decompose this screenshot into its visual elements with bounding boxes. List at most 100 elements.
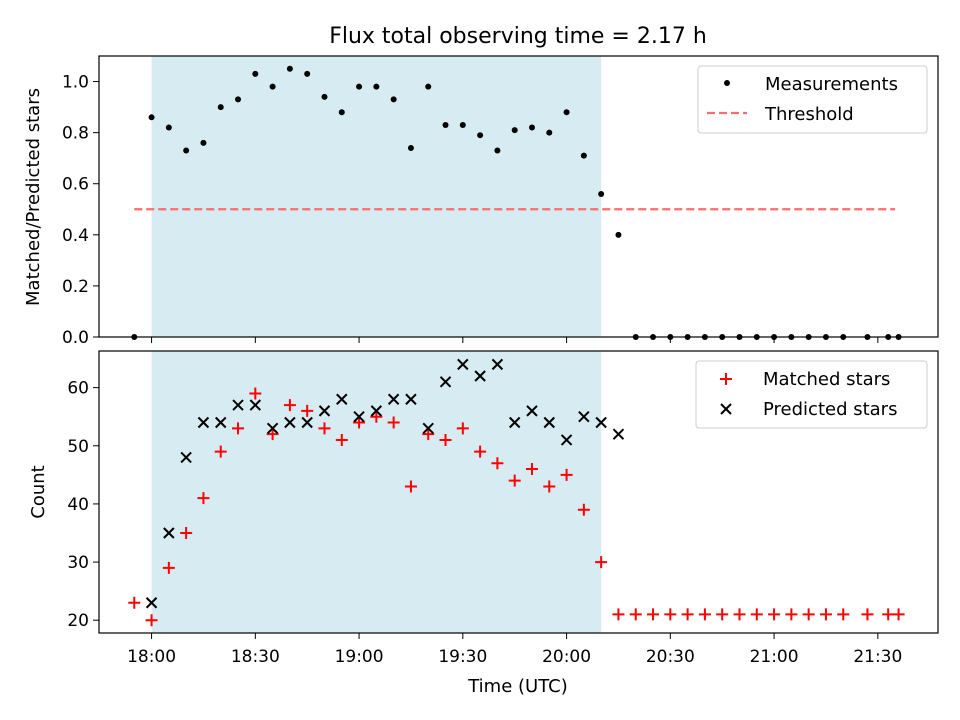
matched-stars-point: [681, 608, 694, 621]
matched-stars-point: [882, 608, 895, 621]
measurements-point: [390, 96, 397, 103]
measurements-point: [580, 152, 587, 159]
measurements-point: [563, 109, 570, 116]
measurements-point: [494, 147, 501, 154]
predicted-stars-point: [405, 393, 417, 405]
matched-stars-point: [249, 387, 262, 400]
matched-stars-point: [491, 457, 504, 470]
measurements-point: [425, 83, 432, 90]
x-tick-label: 21:30: [853, 647, 902, 667]
matched-stars-point: [837, 608, 850, 621]
bottom-panel-y-ticks: 20 30 40 50 60: [67, 379, 99, 631]
predicted-stars-point: [508, 416, 521, 429]
matched-stars-point: [861, 608, 874, 621]
matched-stars-point: [387, 416, 400, 429]
predicted-stars-point: [578, 410, 590, 423]
predicted-stars-point: [612, 428, 625, 440]
x-tick-label: 19:30: [438, 647, 487, 667]
bottom-legend: Matched stars Predicted stars: [695, 360, 928, 429]
predicted-stars-point: [197, 416, 210, 429]
y-tick-label: 50: [67, 437, 89, 457]
matched-stars-point: [456, 422, 469, 435]
measurements-point: [477, 132, 484, 139]
matched-stars-point: [785, 608, 798, 621]
matched-stars-point: [301, 404, 314, 417]
measurements-point: [304, 70, 311, 77]
matched-stars-point: [716, 608, 729, 621]
x-tick-label: 20:30: [646, 647, 695, 667]
predicted-stars-point: [457, 358, 469, 371]
predicted-stars-point: [439, 376, 452, 388]
matched-stars-point: [214, 445, 227, 458]
matched-stars-point: [612, 608, 625, 621]
predicted-stars-point: [595, 416, 607, 429]
top-panel-y-ticks: 0.0 0.2 0.4 0.6 0.8 1.0: [62, 73, 99, 348]
predicted-stars-point: [301, 416, 313, 429]
predicted-stars-point: [370, 405, 383, 417]
top-panel-ylabel: Matched/Predicted stars: [23, 88, 44, 306]
matched-stars-point: [128, 596, 141, 609]
matched-stars-point: [698, 608, 711, 621]
x-tick-label: 19:00: [335, 647, 384, 667]
y-tick-label: 0.4: [62, 226, 89, 246]
measurements-point: [407, 144, 414, 151]
matched-stars-point: [560, 468, 573, 481]
matched-stars-point: [543, 480, 556, 493]
measurements-point: [528, 124, 535, 131]
x-tick-label: 18:00: [127, 647, 176, 667]
measurements-point: [338, 109, 345, 116]
matched-stars-point: [318, 422, 331, 435]
bottom-panel-data: [128, 358, 905, 627]
matched-stars-point: [422, 428, 435, 441]
y-tick-label: 60: [67, 379, 89, 399]
measurements-point: [148, 114, 155, 121]
measurements-point: [165, 124, 172, 131]
matched-stars-point: [629, 608, 642, 621]
top-panel: 0.0 0.2 0.4 0.6 0.8 1.0 Matched/Predicted sta…: [23, 55, 939, 348]
predicted-stars-point: [387, 393, 400, 405]
x-tick-label: 18:30: [231, 647, 280, 667]
x-tick-label: 20:00: [542, 647, 591, 667]
matched-stars-point: [266, 428, 279, 441]
predicted-stars-point: [422, 422, 434, 435]
matched-stars-point: [197, 492, 210, 505]
predicted-stars-point: [249, 399, 262, 411]
matched-stars-point: [595, 556, 608, 569]
x-axis-label: Time (UTC): [467, 676, 568, 697]
matched-stars-point: [819, 608, 832, 621]
bottom-panel-ylabel: Count: [28, 465, 49, 518]
matched-stars-point: [768, 608, 781, 621]
predicted-stars-point: [163, 527, 175, 539]
y-tick-label: 0.6: [62, 175, 89, 195]
legend-matched-label: Matched stars: [763, 369, 890, 390]
y-tick-label: 0.2: [62, 277, 89, 297]
predicted-stars-point: [491, 358, 504, 371]
bottom-panel-x-ticks: 18:00 18:30 19:00 19:30 20:00 20:30 21:00 21:30: [127, 633, 902, 667]
matched-stars-point: [647, 608, 660, 621]
y-tick-label: 20: [67, 611, 89, 631]
matched-stars-point: [577, 503, 590, 516]
legend-predicted-marker: [720, 403, 732, 415]
measurements-point: [615, 231, 622, 238]
measurements-point: [183, 147, 190, 154]
y-tick-label: 0.0: [62, 328, 89, 348]
measurements-point: [217, 104, 224, 111]
predicted-stars-point: [284, 416, 296, 429]
matched-stars-point: [508, 474, 521, 487]
matched-stars-point: [892, 608, 905, 621]
bottom-legend-box: [695, 360, 928, 429]
measurements-point: [286, 65, 293, 72]
measurements-point: [511, 127, 518, 134]
measurements-point: [356, 83, 363, 90]
predicted-stars-point: [526, 405, 538, 417]
y-tick-label: 40: [67, 495, 89, 515]
matched-stars-point: [664, 608, 677, 621]
chart-title: Flux total observing time = 2.17 h: [329, 24, 707, 49]
measurements-point: [252, 70, 259, 77]
top-legend: Measurements Threshold: [697, 65, 928, 134]
matched-stars-point: [162, 561, 175, 574]
top-legend-box: [697, 65, 928, 134]
predicted-stars-point: [266, 422, 279, 435]
matched-stars-point: [733, 608, 746, 621]
